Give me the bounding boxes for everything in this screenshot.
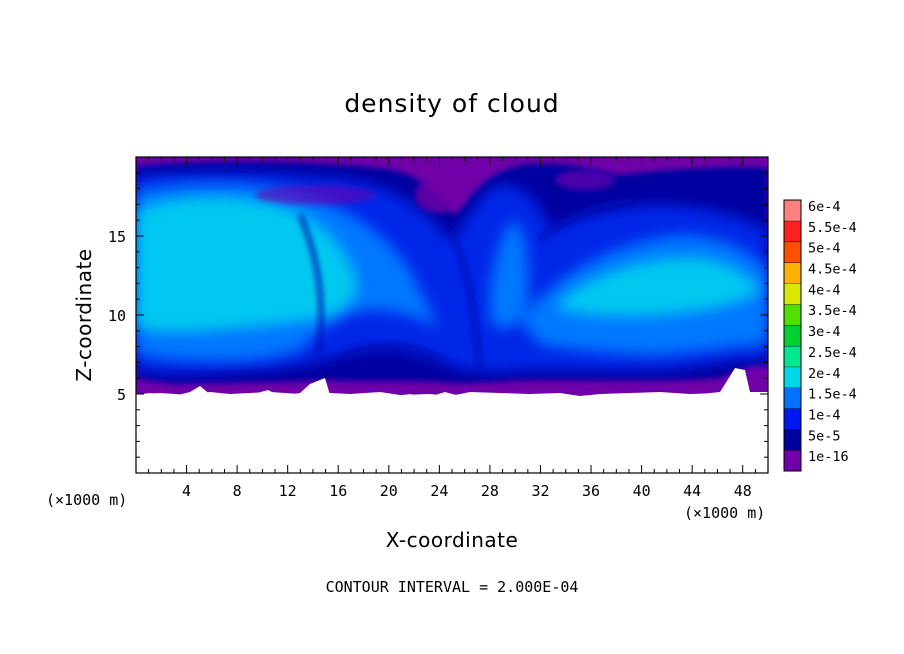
legend-swatch xyxy=(784,366,801,388)
legend-swatch xyxy=(784,200,801,221)
x-tick-label: 48 xyxy=(734,482,752,500)
x-tick-label: 32 xyxy=(531,482,549,500)
x-unit-right: (×1000 m) xyxy=(684,504,765,522)
legend-label: 1.5e-4 xyxy=(808,387,857,403)
x-axis-ticks: 4 8 12 16 20 24 28 32 36 40 44 48 xyxy=(148,157,756,500)
y-axis-ticks: 5 10 15 xyxy=(108,172,768,458)
contour-interval-note: CONTOUR INTERVAL = 2.000E-04 xyxy=(326,578,579,596)
chart-title: density of cloud xyxy=(344,89,559,118)
legend-label: 5e-5 xyxy=(808,428,841,444)
x-tick-label: 28 xyxy=(481,482,499,500)
x-tick-label: 12 xyxy=(279,482,297,500)
x-tick-label: 24 xyxy=(430,482,448,500)
x-axis-title: X-coordinate xyxy=(386,528,519,552)
y-tick-label: 10 xyxy=(108,307,126,325)
y-tick-label: 5 xyxy=(117,386,126,404)
x-tick-label: 36 xyxy=(582,482,600,500)
y-axis-title: Z-coordinate xyxy=(72,248,96,381)
legend-frame xyxy=(783,199,802,472)
legend-swatch xyxy=(784,325,801,346)
legend-label: 5e-4 xyxy=(808,241,841,257)
legend-label: 6e-4 xyxy=(808,199,841,215)
filament-4 xyxy=(343,344,447,365)
upper-purple-patch-3 xyxy=(555,170,615,190)
legend-swatch xyxy=(784,387,801,409)
legend-label: 5.5e-4 xyxy=(808,220,857,236)
legend-label: 1e-16 xyxy=(808,449,849,465)
filament-3 xyxy=(538,197,631,242)
x-tick-label: 20 xyxy=(380,482,398,500)
x-tick-label: 44 xyxy=(683,482,701,500)
legend-swatch xyxy=(784,450,801,471)
legend-label: 2e-4 xyxy=(808,366,841,382)
x-tick-label: 8 xyxy=(233,482,242,500)
filament-2 xyxy=(447,228,483,371)
legend-swatch xyxy=(784,304,801,326)
legend-label: 3e-4 xyxy=(808,324,841,340)
legend-swatch xyxy=(784,429,801,451)
colorbar-legend: 1e-16 5e-5 1e-4 1.5e-4 2e-4 2.5e-4 3e-4 3.5e-4 4… xyxy=(783,199,857,472)
clear-air-region xyxy=(136,368,768,473)
x-tick-label: 4 xyxy=(182,482,191,500)
legend-swatch xyxy=(784,262,801,284)
x-unit-left: (×1000 m) xyxy=(46,491,127,509)
legend-swatch xyxy=(784,283,801,305)
legend-label: 1e-4 xyxy=(808,407,841,423)
legend-label: 4.5e-4 xyxy=(808,262,857,278)
cyan-core-left xyxy=(136,196,357,332)
legend-swatch xyxy=(784,345,801,367)
upper-purple-patch xyxy=(255,185,375,205)
y-tick-label: 15 xyxy=(108,228,126,246)
legend-swatch xyxy=(784,408,801,430)
legend-swatch xyxy=(784,220,801,242)
x-tick-label: 16 xyxy=(329,482,347,500)
legend-label: 3.5e-4 xyxy=(808,303,857,319)
x-tick-label: 40 xyxy=(633,482,651,500)
legend-swatch xyxy=(784,241,801,263)
density-field xyxy=(136,157,768,473)
upper-purple-patch-2 xyxy=(415,177,465,213)
legend-label: 2.5e-4 xyxy=(808,345,857,361)
cyan-core-right xyxy=(560,257,760,317)
legend-label: 4e-4 xyxy=(808,282,841,298)
light-blue-plume xyxy=(490,220,529,329)
filament-1 xyxy=(297,213,324,356)
